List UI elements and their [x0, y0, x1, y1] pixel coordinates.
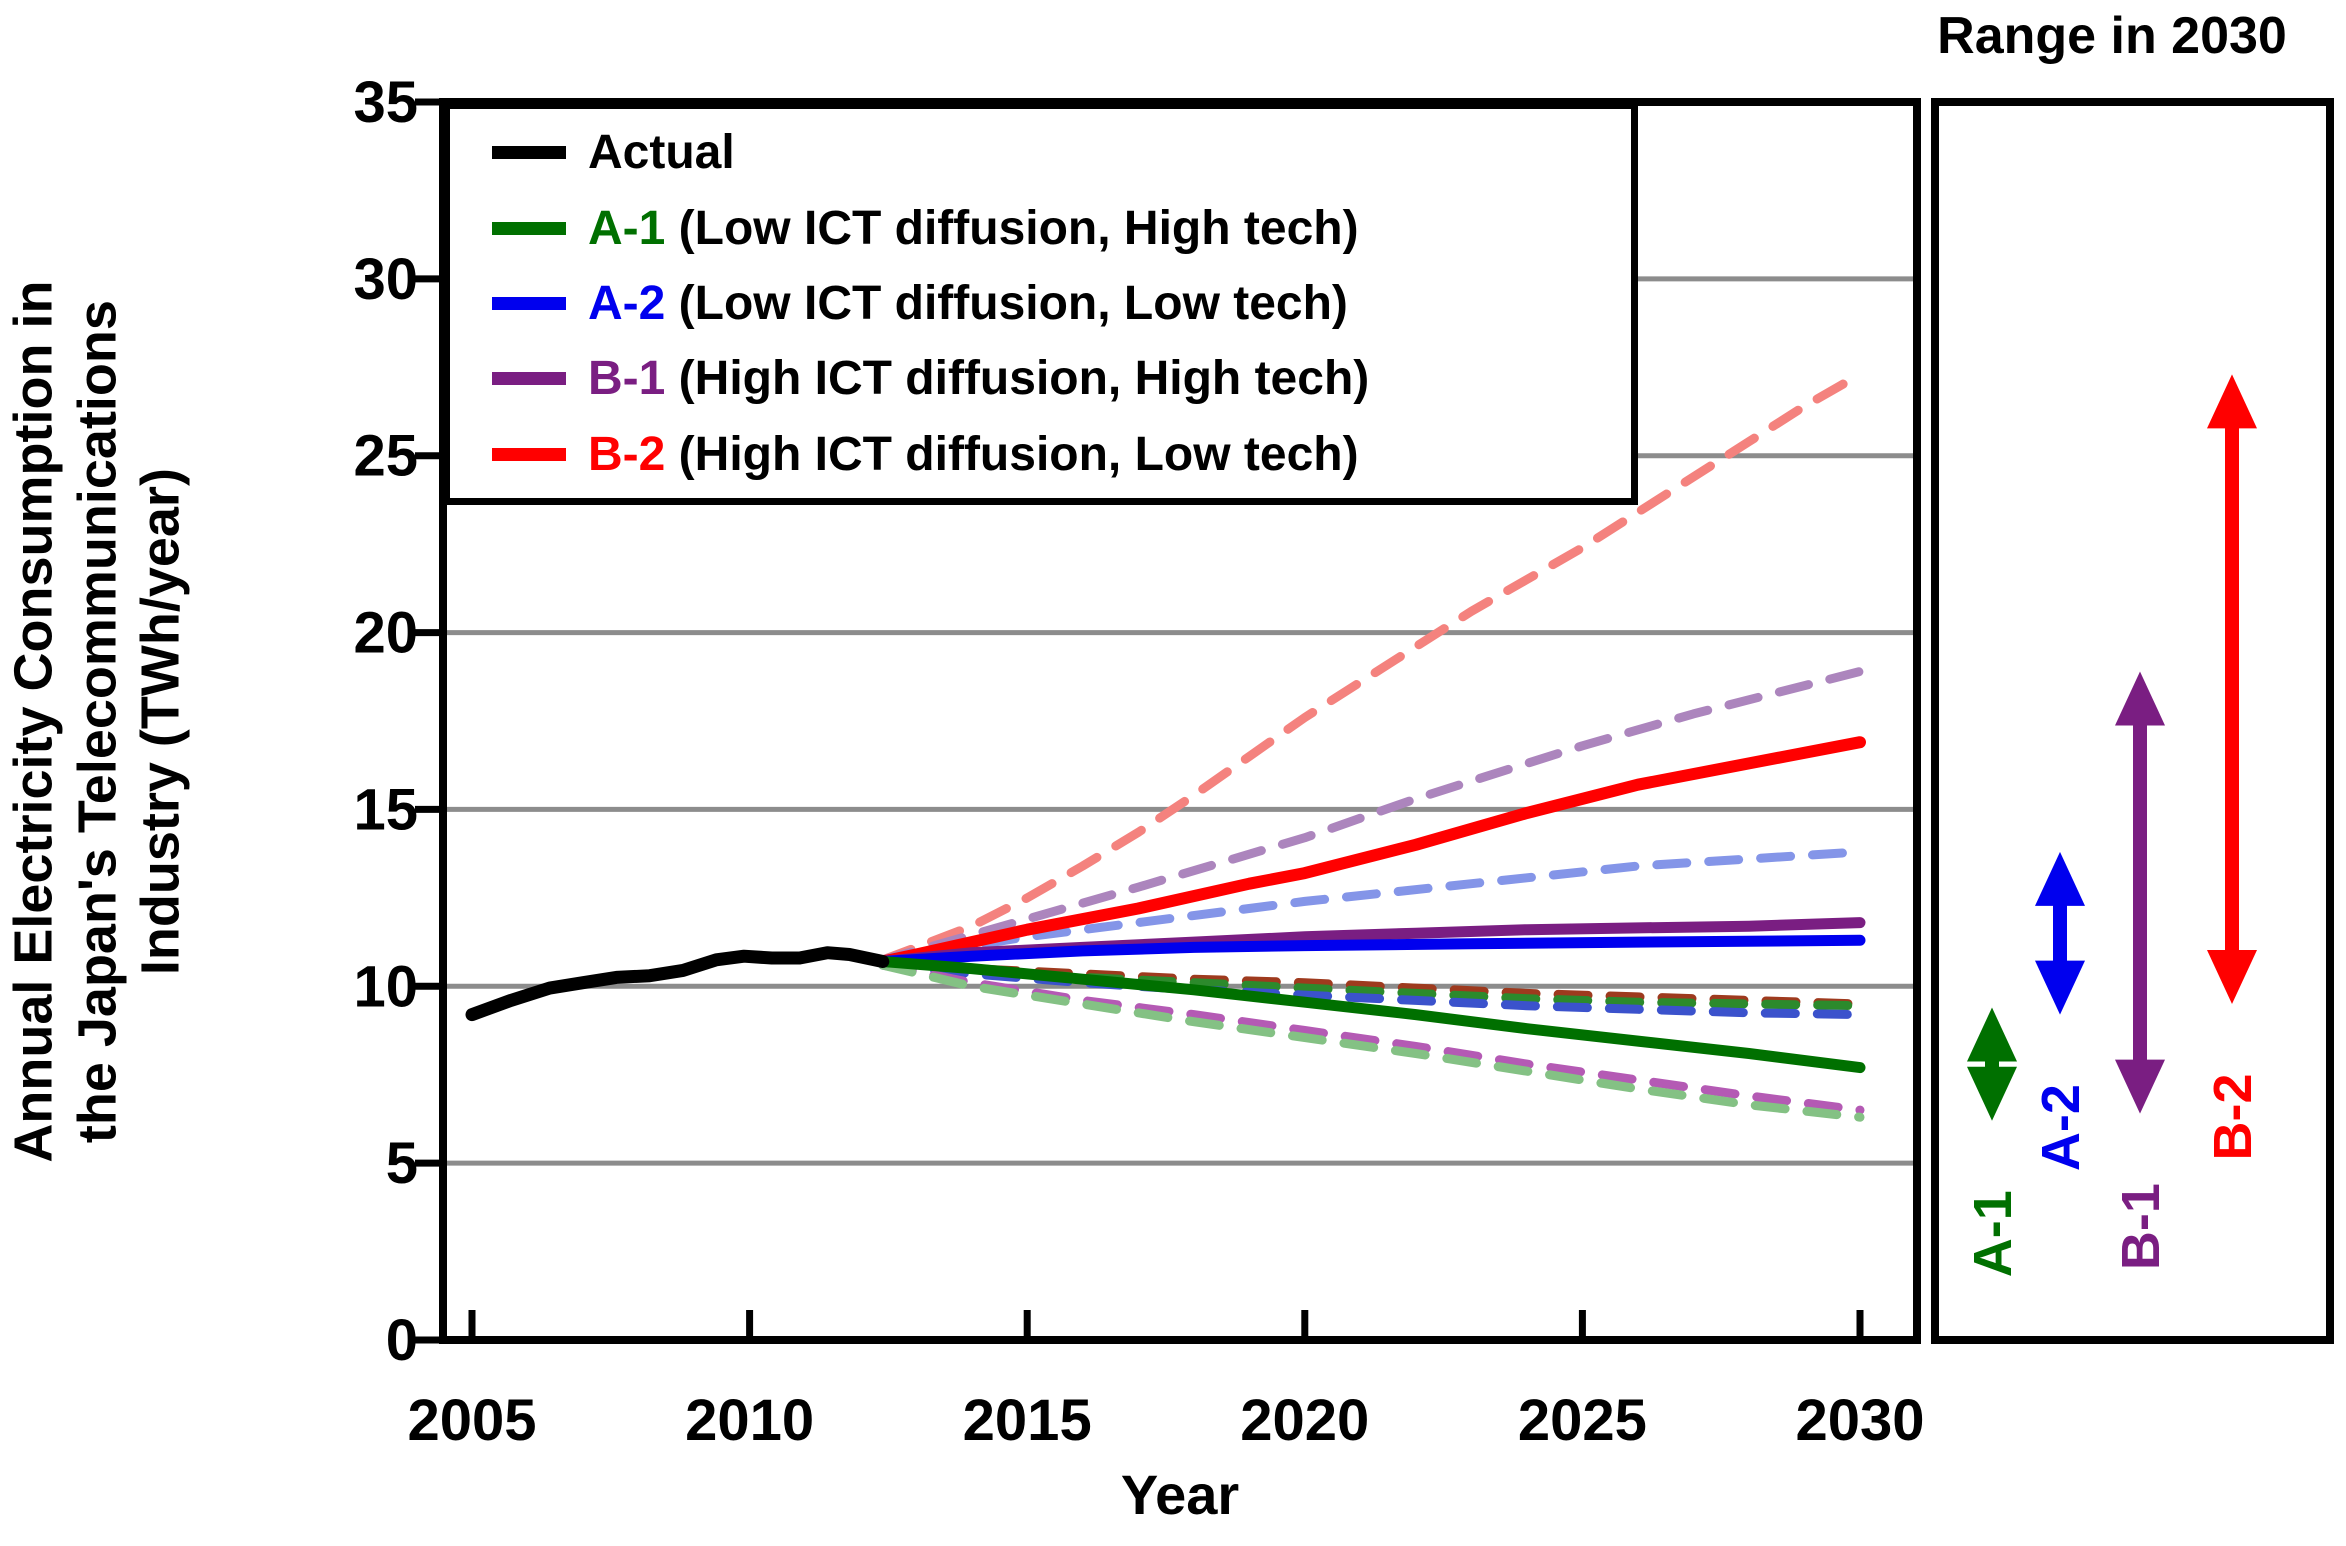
series-a2-lower [878, 960, 1865, 1020]
range-arrow-b2: B-2 [2203, 374, 2263, 1160]
range-arrow-label-a2: A-2 [2031, 1084, 2091, 1171]
range-arrow-part [2207, 374, 2257, 429]
range-arrow-a2: A-2 [2031, 851, 2091, 1171]
y-tick-label: 5 [386, 1131, 418, 1196]
series-a1-upper [878, 958, 1865, 1011]
legend: Actual A-1 (Low ICT diffusion, High tech)… [443, 102, 1638, 505]
y-tick-label: 0 [386, 1308, 418, 1373]
legend-swatch [492, 221, 566, 235]
y-tick-label: 15 [353, 777, 418, 842]
range-arrow-label-b1: B-1 [2111, 1183, 2171, 1270]
legend-item: B-1 (High ICT diffusion, High tech) [450, 351, 1631, 406]
x-axis-title: Year [1120, 1463, 1240, 1526]
legend-desc: (High ICT diffusion, Low tech) [665, 427, 1359, 481]
legend-code: A-1 [588, 201, 666, 255]
x-tick-label: 2020 [1240, 1388, 1369, 1453]
legend-desc: (Low ICT diffusion, Low tech) [665, 276, 1348, 330]
x-tick-label: 2010 [685, 1388, 814, 1453]
y-tick-label: 25 [353, 424, 418, 489]
series-b2-upper [878, 369, 1865, 965]
range-arrow-part [2115, 1059, 2165, 1114]
range-panel-border [1931, 98, 2334, 1344]
legend-code: B-1 [588, 352, 666, 406]
legend-swatch [492, 447, 566, 461]
legend-swatch [492, 146, 566, 160]
legend-item: B-2 (High ICT diffusion, Low tech) [450, 427, 1631, 482]
y-tick-label: 30 [353, 247, 418, 312]
series-a1-central [877, 956, 1866, 1074]
x-tick-label: 2015 [963, 1388, 1092, 1453]
series-a1-lower [878, 960, 1865, 1122]
y-tick-label: 35 [353, 70, 418, 135]
y-axis-title: Annual Electricity Consumption in the Ja… [3, 280, 191, 1163]
x-tick-label: 2025 [1518, 1388, 1647, 1453]
legend-desc: (High ICT diffusion, High tech) [665, 352, 1370, 406]
series-b1-lower [878, 960, 1865, 1115]
legend-swatch [492, 372, 566, 386]
range-arrow-part [1967, 1066, 2017, 1121]
y-tick-label: 10 [353, 954, 418, 1019]
range-arrow-label-b2: B-2 [2203, 1073, 2263, 1160]
range-arrow-b1: B-1 [2111, 671, 2171, 1270]
series-actual-actual [465, 946, 890, 1022]
range-arrow-part [2115, 671, 2165, 726]
range-arrow-a1: A-1 [1963, 1007, 2023, 1277]
series-b2-central [876, 736, 1866, 968]
legend-desc: (Low ICT diffusion, High tech) [665, 201, 1359, 255]
series-b1-upper [878, 667, 1865, 965]
series-b2-lower [878, 958, 1865, 1009]
legend-item: A-2 (Low ICT diffusion, Low tech) [450, 276, 1631, 331]
range-panel-title: Range in 2030 [1937, 7, 2287, 65]
series-a2-central [877, 934, 1866, 967]
legend-code: Actual [588, 126, 735, 180]
x-tick-label: 2005 [407, 1388, 536, 1453]
legend-code: A-2 [588, 276, 666, 330]
range-arrow-part [2207, 949, 2257, 1004]
legend-code: B-2 [588, 427, 666, 481]
range-arrow-part [1967, 1007, 2017, 1062]
range-arrow-label-a1: A-1 [1963, 1190, 2023, 1277]
legend-swatch [492, 296, 566, 310]
range-arrow-part [2035, 851, 2085, 906]
range-arrow-part [2035, 960, 2085, 1015]
legend-item: A-1 (Low ICT diffusion, High tech) [450, 201, 1631, 256]
x-tick-label: 2030 [1795, 1388, 1924, 1453]
legend-item: Actual [450, 125, 1631, 180]
y-tick-label: 20 [353, 601, 418, 666]
